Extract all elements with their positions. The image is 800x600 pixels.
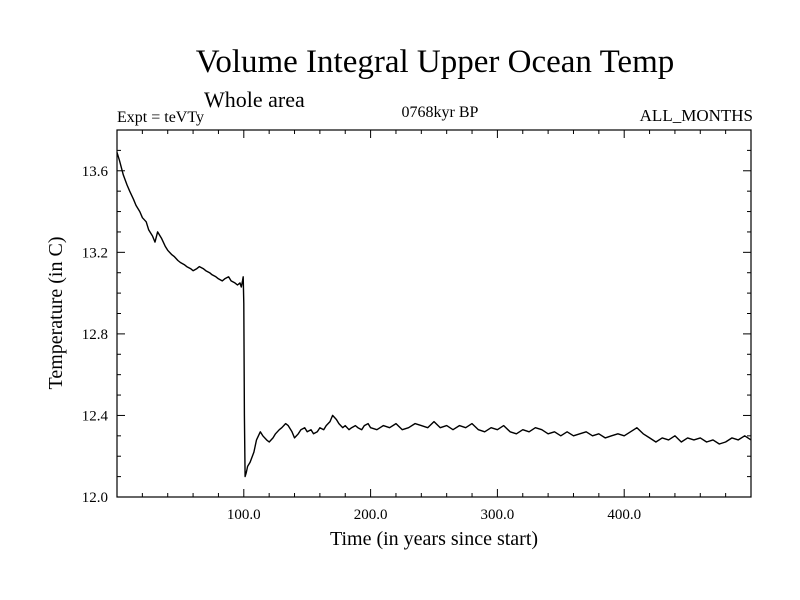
chart-title: Volume Integral Upper Ocean Temp	[195, 44, 675, 80]
chart-subtitle: Whole area	[204, 87, 305, 112]
y-tick-label: 13.2	[82, 245, 108, 261]
y-tick-label: 13.6	[82, 164, 109, 180]
x-tick-label: 100.0	[227, 507, 261, 523]
y-tick-label: 12.4	[82, 408, 109, 424]
x-axis-label: Time (in years since start)	[330, 528, 538, 550]
x-tick-label: 200.0	[354, 507, 388, 523]
months-label: ALL_MONTHS	[639, 106, 753, 125]
y-tick-label: 12.8	[82, 327, 108, 343]
series-line-temperature	[116, 152, 752, 478]
y-axis-label: Temperature (in C)	[45, 237, 67, 390]
experiment-label: Expt = teVTy	[117, 109, 204, 126]
axis-tick-labels: 100.0 200.0 300.0 400.0 12.0 12.4 12.8 13.2 13.6	[82, 164, 641, 523]
period-label: 0768kyr BP	[401, 104, 479, 121]
y-tick-label: 12.0	[82, 490, 108, 506]
axis-ticks	[117, 129, 751, 498]
x-tick-label: 400.0	[607, 507, 641, 523]
x-tick-label: 300.0	[481, 507, 515, 523]
